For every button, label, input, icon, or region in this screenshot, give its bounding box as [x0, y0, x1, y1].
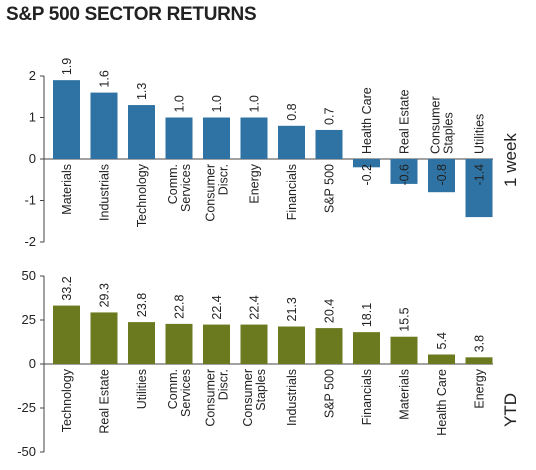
bar — [165, 117, 193, 159]
bar — [240, 117, 268, 159]
y-tick-label: 1 — [29, 110, 36, 125]
bar — [278, 326, 305, 364]
bar — [53, 305, 80, 364]
category-label: Comm.Services — [166, 369, 193, 417]
category-label: Financials — [360, 369, 374, 425]
category-label: Health Care — [360, 87, 374, 154]
value-label: -1.4 — [473, 164, 487, 186]
value-label: 0.7 — [323, 108, 337, 125]
value-label: 1.9 — [60, 58, 74, 75]
panel-ytd: 50 25 0 -25 -50 33.2 Technology 29.3 Real Estate… — [17, 268, 520, 459]
value-label: 3.8 — [473, 335, 487, 352]
bar — [465, 159, 493, 218]
panel-side-label: 1 week — [501, 133, 520, 187]
category-label: Health Care — [435, 369, 449, 436]
value-label: 1.0 — [248, 95, 262, 112]
category-label: ConsumerStaples — [241, 369, 268, 427]
bar — [428, 354, 455, 364]
bar — [390, 159, 418, 184]
bar — [165, 323, 193, 364]
value-label: 1.3 — [135, 83, 149, 100]
y-tick-label: 50 — [22, 268, 36, 283]
category-label: Comm.Services — [166, 164, 193, 212]
y-tick-label: 0 — [29, 356, 36, 371]
value-label: 20.4 — [323, 299, 337, 323]
bar — [203, 324, 230, 364]
category-label: Technology — [60, 368, 74, 432]
value-label: -0.6 — [398, 164, 412, 186]
bar — [428, 159, 455, 193]
value-label: -0.8 — [435, 164, 449, 186]
bar — [353, 159, 380, 168]
value-label: 1.0 — [173, 95, 187, 112]
bar — [128, 322, 155, 364]
chart-title: S&P 500 SECTOR RETURNS — [6, 4, 257, 25]
value-label: 22.4 — [248, 295, 262, 319]
y-tick-label: 0 — [29, 151, 36, 166]
y-tick-label: 25 — [22, 312, 36, 327]
bar — [53, 80, 80, 159]
bar — [128, 105, 155, 159]
category-label: Utilities — [135, 369, 149, 409]
bar — [278, 125, 305, 159]
category-label: Utilities — [473, 114, 487, 154]
value-label: 5.4 — [435, 332, 449, 349]
y-tick-label: -50 — [17, 444, 36, 459]
value-label: 23.8 — [135, 293, 149, 317]
category-label: Materials — [60, 164, 74, 215]
value-label: 18.1 — [360, 303, 374, 327]
category-label: ConsumerStaples — [429, 96, 456, 154]
bar — [465, 357, 493, 364]
value-label: 0.8 — [285, 103, 299, 120]
category-label: ConsumerDiscr. — [204, 164, 231, 222]
y-tick-label: -1 — [24, 193, 36, 208]
category-label: ConsumerDiscr. — [204, 369, 231, 427]
y-tick-label: -2 — [24, 234, 36, 249]
value-label: 22.4 — [210, 295, 224, 319]
value-label: 15.5 — [398, 307, 412, 331]
bar — [203, 117, 230, 159]
category-label: S&P 500 — [323, 164, 337, 213]
category-label: Energy — [248, 163, 262, 203]
value-label: 22.8 — [173, 294, 187, 318]
category-label: Materials — [398, 369, 412, 420]
y-tick-label: -25 — [17, 400, 36, 415]
bar — [390, 336, 418, 364]
bar — [315, 328, 343, 364]
y-tick-label: 2 — [29, 68, 36, 83]
category-label: Technology — [135, 163, 149, 227]
category-label: Industrials — [285, 369, 299, 426]
value-label: 1.0 — [210, 95, 224, 112]
category-label: Energy — [473, 368, 487, 408]
bar — [353, 332, 380, 364]
bar — [90, 312, 118, 364]
value-label: -0.2 — [360, 164, 374, 186]
value-label: 1.6 — [98, 70, 112, 87]
value-label: 29.3 — [98, 283, 112, 307]
category-label: Real Estate — [398, 89, 412, 154]
category-label: Industrials — [98, 164, 112, 221]
bar — [240, 324, 268, 364]
category-label: Real Estate — [98, 369, 112, 434]
value-label: 33.2 — [60, 276, 74, 300]
value-label: 21.3 — [285, 297, 299, 321]
bar — [315, 129, 343, 159]
category-label: S&P 500 — [323, 369, 337, 418]
category-label: Financials — [285, 164, 299, 220]
panel-1-week: 2 1 0 -1 -2 1.9 Materials 1.6 Industrials 1.3 Tech… — [24, 58, 520, 249]
bar — [90, 92, 118, 159]
panel-side-label: YTD — [501, 393, 520, 427]
